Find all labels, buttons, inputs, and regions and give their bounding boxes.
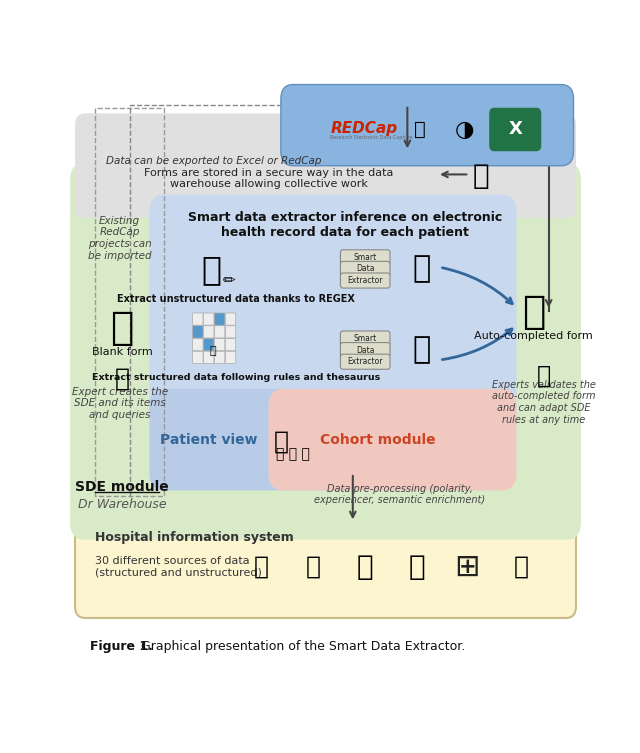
FancyBboxPatch shape <box>204 352 214 364</box>
Text: Research Electronic Data Capture: Research Electronic Data Capture <box>330 135 413 140</box>
Text: Graphical presentation of the Smart Data Extractor.: Graphical presentation of the Smart Data… <box>137 641 465 654</box>
Text: 🧠: 🧠 <box>412 336 430 364</box>
FancyBboxPatch shape <box>340 343 390 358</box>
Text: ◑: ◑ <box>454 120 474 140</box>
Text: Smart: Smart <box>353 253 377 262</box>
FancyBboxPatch shape <box>204 339 214 351</box>
FancyBboxPatch shape <box>150 195 516 432</box>
Text: 📰: 📰 <box>306 555 321 579</box>
FancyBboxPatch shape <box>214 326 225 338</box>
Text: Extractor: Extractor <box>348 276 383 285</box>
FancyBboxPatch shape <box>340 261 390 276</box>
Text: Figure 1.: Figure 1. <box>90 641 153 654</box>
Text: 🧪: 🧪 <box>357 553 374 581</box>
Text: Data: Data <box>356 264 374 273</box>
Text: Dr Warehouse: Dr Warehouse <box>78 498 166 511</box>
Text: 👩: 👩 <box>537 364 551 388</box>
Text: Auto-completed form: Auto-completed form <box>474 331 593 341</box>
FancyBboxPatch shape <box>340 354 390 369</box>
Text: 👤: 👤 <box>115 367 130 391</box>
Text: Patient view: Patient view <box>160 433 258 447</box>
FancyBboxPatch shape <box>193 339 203 351</box>
FancyBboxPatch shape <box>150 389 353 490</box>
Text: 📊: 📊 <box>414 120 426 139</box>
FancyBboxPatch shape <box>204 313 214 325</box>
Text: 🚶: 🚶 <box>273 429 289 453</box>
Text: Forms are stored in a secure way in the data
warehouse allowing collective work: Forms are stored in a secure way in the … <box>144 168 393 189</box>
Text: 🖥: 🖥 <box>514 555 529 579</box>
FancyBboxPatch shape <box>225 352 236 364</box>
FancyBboxPatch shape <box>75 114 576 618</box>
FancyBboxPatch shape <box>225 326 236 338</box>
Text: 30 different sources of data
(structured and unstructured): 30 different sources of data (structured… <box>95 556 262 578</box>
FancyBboxPatch shape <box>340 273 390 288</box>
Text: Extract unstructured data thanks to REGEX: Extract unstructured data thanks to REGE… <box>117 294 355 304</box>
Text: Smart: Smart <box>353 334 377 343</box>
FancyBboxPatch shape <box>75 114 576 218</box>
Text: Smart data extractor inference on electronic
health record data for each patient: Smart data extractor inference on electr… <box>188 212 502 239</box>
FancyBboxPatch shape <box>75 511 576 618</box>
Text: Data pre-processing (polarity,
experiencer, semantic enrichment): Data pre-processing (polarity, experienc… <box>314 483 486 505</box>
Text: 🧠: 🧠 <box>412 255 430 283</box>
FancyBboxPatch shape <box>269 389 516 490</box>
FancyBboxPatch shape <box>193 352 203 364</box>
Text: Hospital information system: Hospital information system <box>95 532 294 544</box>
FancyBboxPatch shape <box>225 313 236 325</box>
Text: 🛏: 🛏 <box>253 555 269 579</box>
FancyBboxPatch shape <box>70 163 581 540</box>
Text: 👥 👥 👥: 👥 👥 👥 <box>276 447 310 461</box>
FancyBboxPatch shape <box>225 339 236 351</box>
Text: Existing
RedCap
projects can
be imported: Existing RedCap projects can be imported <box>88 216 152 261</box>
FancyBboxPatch shape <box>489 108 541 151</box>
Text: 🧬: 🧬 <box>409 553 426 581</box>
FancyBboxPatch shape <box>204 326 214 338</box>
Text: Cohort module: Cohort module <box>320 433 435 447</box>
FancyBboxPatch shape <box>214 313 225 325</box>
Text: Data: Data <box>356 346 374 355</box>
Text: Expert creates the
SDE and its items
and queries: Expert creates the SDE and its items and… <box>72 387 168 420</box>
Text: ✏: ✏ <box>223 273 235 288</box>
Text: 📋: 📋 <box>522 293 545 331</box>
FancyBboxPatch shape <box>193 313 203 325</box>
Text: 🗃: 🗃 <box>210 346 216 356</box>
Text: 📋: 📋 <box>111 309 134 347</box>
Text: Data can be exported to Excel or RedCap: Data can be exported to Excel or RedCap <box>106 156 322 166</box>
Text: SDE module: SDE module <box>76 480 169 494</box>
FancyBboxPatch shape <box>214 352 225 364</box>
FancyBboxPatch shape <box>340 331 390 346</box>
FancyBboxPatch shape <box>214 339 225 351</box>
Text: Extractor: Extractor <box>348 357 383 366</box>
FancyBboxPatch shape <box>340 250 390 265</box>
Text: 📄: 📄 <box>202 254 221 287</box>
FancyBboxPatch shape <box>193 326 203 338</box>
Text: Experts validates the
auto-completed form
and can adapt SDE
rules at any time: Experts validates the auto-completed for… <box>492 380 596 425</box>
Text: Blank form: Blank form <box>92 347 152 358</box>
FancyBboxPatch shape <box>281 84 573 166</box>
Text: REDCap: REDCap <box>330 121 397 136</box>
Text: ⊞: ⊞ <box>454 553 479 581</box>
Text: X: X <box>509 120 522 139</box>
Text: 💾: 💾 <box>472 162 489 191</box>
Text: Extract structured data following rules and thesaurus: Extract structured data following rules … <box>92 373 380 382</box>
